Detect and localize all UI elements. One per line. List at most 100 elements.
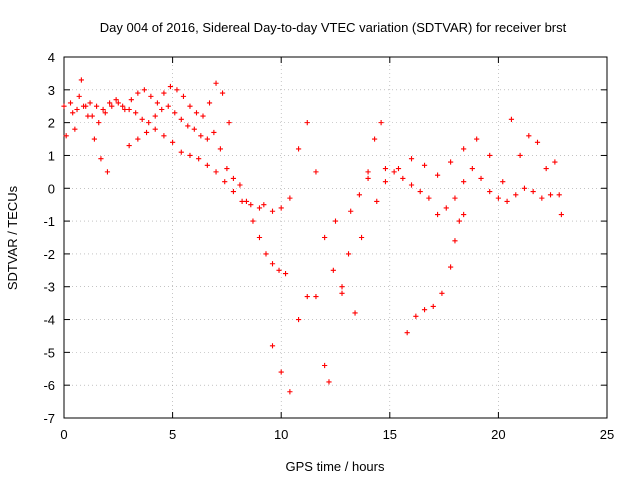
data-point	[558, 211, 564, 218]
y-tick-label: -4	[43, 313, 55, 328]
data-point	[256, 205, 263, 211]
data-point	[526, 133, 532, 139]
data-point	[278, 205, 284, 211]
data-point	[198, 133, 204, 139]
data-point	[552, 159, 558, 165]
data-point	[196, 156, 202, 162]
data-point	[200, 113, 206, 119]
data-point	[332, 218, 339, 224]
data-point	[178, 116, 184, 122]
data-point	[474, 136, 480, 142]
data-point	[256, 234, 263, 241]
data-point	[152, 126, 158, 132]
data-point	[508, 116, 515, 122]
data-point	[461, 146, 467, 152]
y-tick-label: 0	[48, 181, 55, 196]
data-point	[487, 152, 493, 159]
data-point	[556, 192, 562, 198]
data-point	[248, 202, 254, 208]
y-tick-label: 3	[48, 83, 55, 98]
data-point	[304, 120, 310, 126]
series-track-2	[63, 80, 232, 139]
data-point	[530, 188, 536, 195]
data-point	[70, 110, 76, 116]
data-point	[98, 156, 104, 162]
data-point	[187, 103, 193, 109]
data-point	[434, 211, 441, 218]
data-point	[63, 133, 69, 139]
data-point	[133, 110, 139, 116]
data-point	[426, 195, 432, 201]
data-point	[113, 97, 119, 103]
y-tick-label: -6	[43, 378, 55, 393]
x-tick-label: 20	[491, 427, 505, 442]
data-point	[187, 152, 193, 159]
data-point	[120, 103, 126, 109]
data-point	[487, 188, 493, 195]
data-point	[269, 261, 276, 267]
data-point	[358, 234, 365, 241]
data-point	[339, 284, 345, 290]
data-point	[167, 83, 174, 90]
y-tick-label: 1	[48, 148, 55, 163]
y-tick-label: -3	[43, 280, 55, 295]
data-point	[263, 251, 269, 257]
data-points	[61, 77, 564, 395]
data-point	[495, 195, 501, 201]
data-point	[122, 106, 128, 113]
data-point	[513, 192, 519, 198]
data-point	[413, 313, 419, 319]
data-point	[213, 169, 219, 175]
y-tick-label: -2	[43, 247, 55, 262]
data-point	[83, 103, 89, 109]
data-point	[517, 152, 523, 159]
data-point	[141, 87, 147, 93]
data-point	[408, 182, 415, 188]
data-point	[374, 198, 380, 204]
x-tick-label: 10	[274, 427, 288, 442]
data-point	[78, 77, 84, 83]
data-point	[87, 100, 93, 106]
data-point	[204, 136, 210, 142]
data-point	[102, 110, 108, 116]
series-track-3	[72, 77, 111, 175]
data-point	[417, 188, 423, 195]
data-point	[378, 120, 384, 126]
data-point	[345, 251, 352, 257]
data-point	[452, 238, 458, 244]
data-point	[500, 179, 506, 185]
series-track-7	[332, 120, 384, 316]
data-point	[170, 139, 176, 145]
data-point	[400, 175, 406, 182]
data-point	[313, 293, 319, 300]
data-point	[148, 93, 154, 99]
data-point	[128, 97, 134, 103]
data-point	[539, 195, 545, 201]
series-track-1	[61, 97, 289, 277]
data-point	[330, 267, 336, 273]
y-tick-label: -5	[43, 345, 55, 360]
data-point	[456, 218, 462, 224]
data-point	[295, 316, 302, 323]
data-point	[391, 169, 397, 175]
data-point	[222, 179, 228, 185]
data-point	[172, 110, 178, 116]
plot-frame	[63, 56, 608, 419]
data-point	[322, 362, 328, 369]
data-point	[430, 303, 436, 310]
data-point	[269, 343, 276, 349]
data-point	[174, 87, 180, 93]
data-point	[404, 330, 410, 336]
data-point	[439, 290, 445, 296]
data-point	[371, 136, 378, 142]
data-point	[543, 165, 549, 172]
data-point	[504, 198, 510, 204]
data-point	[326, 379, 332, 385]
data-point	[250, 218, 256, 224]
data-point	[295, 146, 302, 152]
axis-ticks	[63, 56, 608, 419]
x-tick-label: 0	[60, 427, 67, 442]
data-point	[352, 310, 358, 316]
data-point	[461, 179, 467, 185]
data-point	[89, 113, 95, 119]
